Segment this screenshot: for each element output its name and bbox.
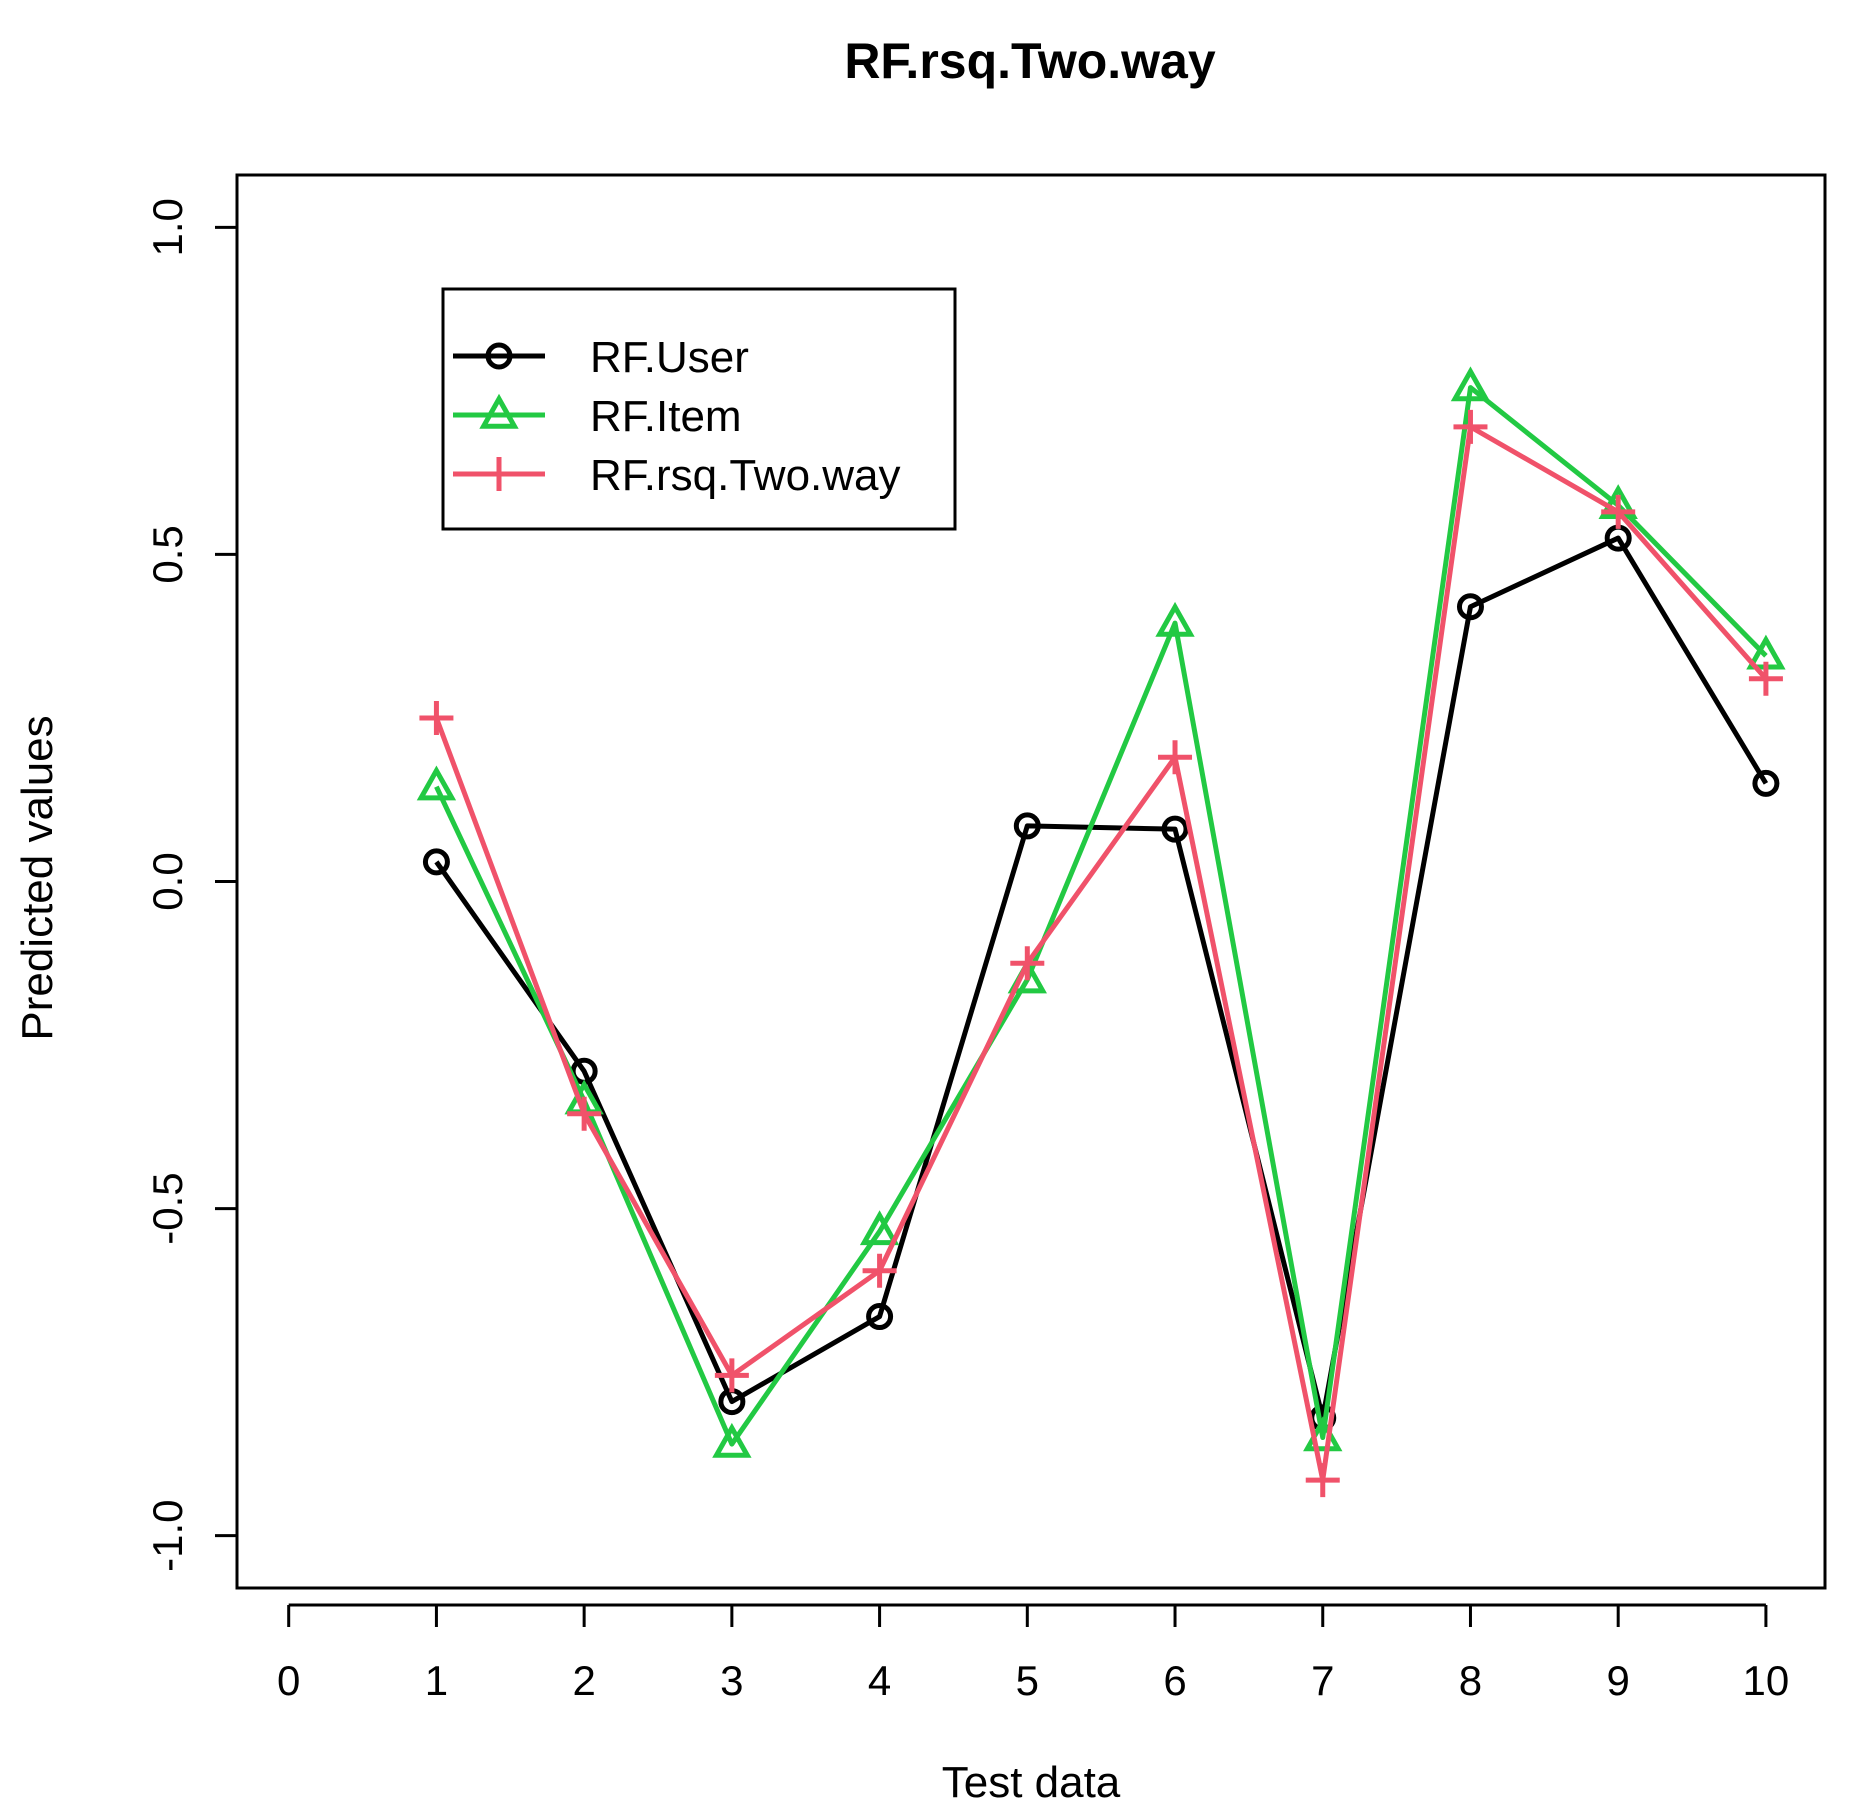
x-tick-label: 7: [1311, 1657, 1334, 1704]
legend-item: RF.rsq.Two.way: [453, 451, 901, 500]
legend-marker: [482, 457, 516, 491]
x-tick-label: 3: [720, 1657, 743, 1704]
x-tick-label: 9: [1607, 1657, 1630, 1704]
data-point: [1601, 494, 1636, 529]
data-point: [1161, 815, 1189, 843]
series-line: [434, 535, 1769, 1421]
x-tick-label: 10: [1743, 1657, 1790, 1704]
data-point: [714, 1358, 749, 1393]
data-point: [1155, 601, 1195, 637]
legend-box: [441, 287, 957, 531]
data-point: [1453, 409, 1488, 444]
x-axis-label: Test data: [942, 1758, 1121, 1807]
data-point: [422, 848, 450, 876]
x-axis: 0 1 2 3 4 5 6 7 8 9 10: [277, 1603, 1790, 1704]
y-axis-label: Predicted values: [13, 715, 62, 1040]
y-axis: -1.0 -0.5 0.0 0.5 1.0: [144, 198, 239, 1572]
data-point: [1158, 740, 1193, 775]
data-point: [1748, 661, 1783, 696]
y-tick-label: -0.5: [144, 1172, 191, 1244]
data-point: [416, 765, 457, 801]
y-tick-label: -1.0: [144, 1499, 191, 1571]
x-tick-label: 4: [868, 1657, 891, 1704]
x-tick-label: 8: [1459, 1657, 1482, 1704]
x-tick-label: 5: [1016, 1657, 1039, 1704]
data-point: [419, 700, 454, 735]
series-line: [434, 424, 1768, 1483]
x-tick-label: 1: [425, 1657, 448, 1704]
data-point: [1752, 769, 1780, 797]
series-RF.User: [422, 524, 1780, 1432]
legend-label: RF.User: [590, 333, 749, 382]
data-point: [712, 1422, 752, 1458]
series-layer: [416, 366, 1786, 1498]
legend-label: RF.rsq.Two.way: [590, 451, 901, 500]
data-point: [1450, 366, 1491, 402]
legend-marker: [479, 393, 519, 429]
data-point: [862, 1253, 897, 1288]
x-tick-label: 0: [277, 1657, 300, 1704]
series-RF.rsq.Two.way: [419, 409, 1783, 1498]
x-tick-label: 2: [572, 1657, 595, 1704]
legend-marker: [485, 342, 513, 370]
y-tick-label: 0.5: [144, 525, 191, 583]
legend-label: RF.Item: [590, 392, 742, 441]
legend-item: RF.Item: [453, 392, 742, 441]
data-point: [859, 1210, 900, 1246]
data-point: [1013, 812, 1041, 840]
data-point: [866, 1303, 894, 1331]
legend: RF.User RF.Item RF.rsq.Two.way: [441, 287, 957, 531]
chart-title: RF.rsq.Two.way: [844, 33, 1216, 89]
y-tick-label: 1.0: [144, 198, 191, 256]
x-tick-label: 6: [1163, 1657, 1186, 1704]
data-point: [1305, 1463, 1340, 1498]
legend-item: RF.User: [453, 333, 749, 382]
data-point: [1456, 593, 1484, 621]
data-point: [1010, 946, 1045, 981]
y-tick-label: 0.0: [144, 852, 191, 910]
series-RF.Item: [416, 366, 1786, 1458]
data-point: [567, 1096, 602, 1131]
series-line: [434, 385, 1768, 1447]
